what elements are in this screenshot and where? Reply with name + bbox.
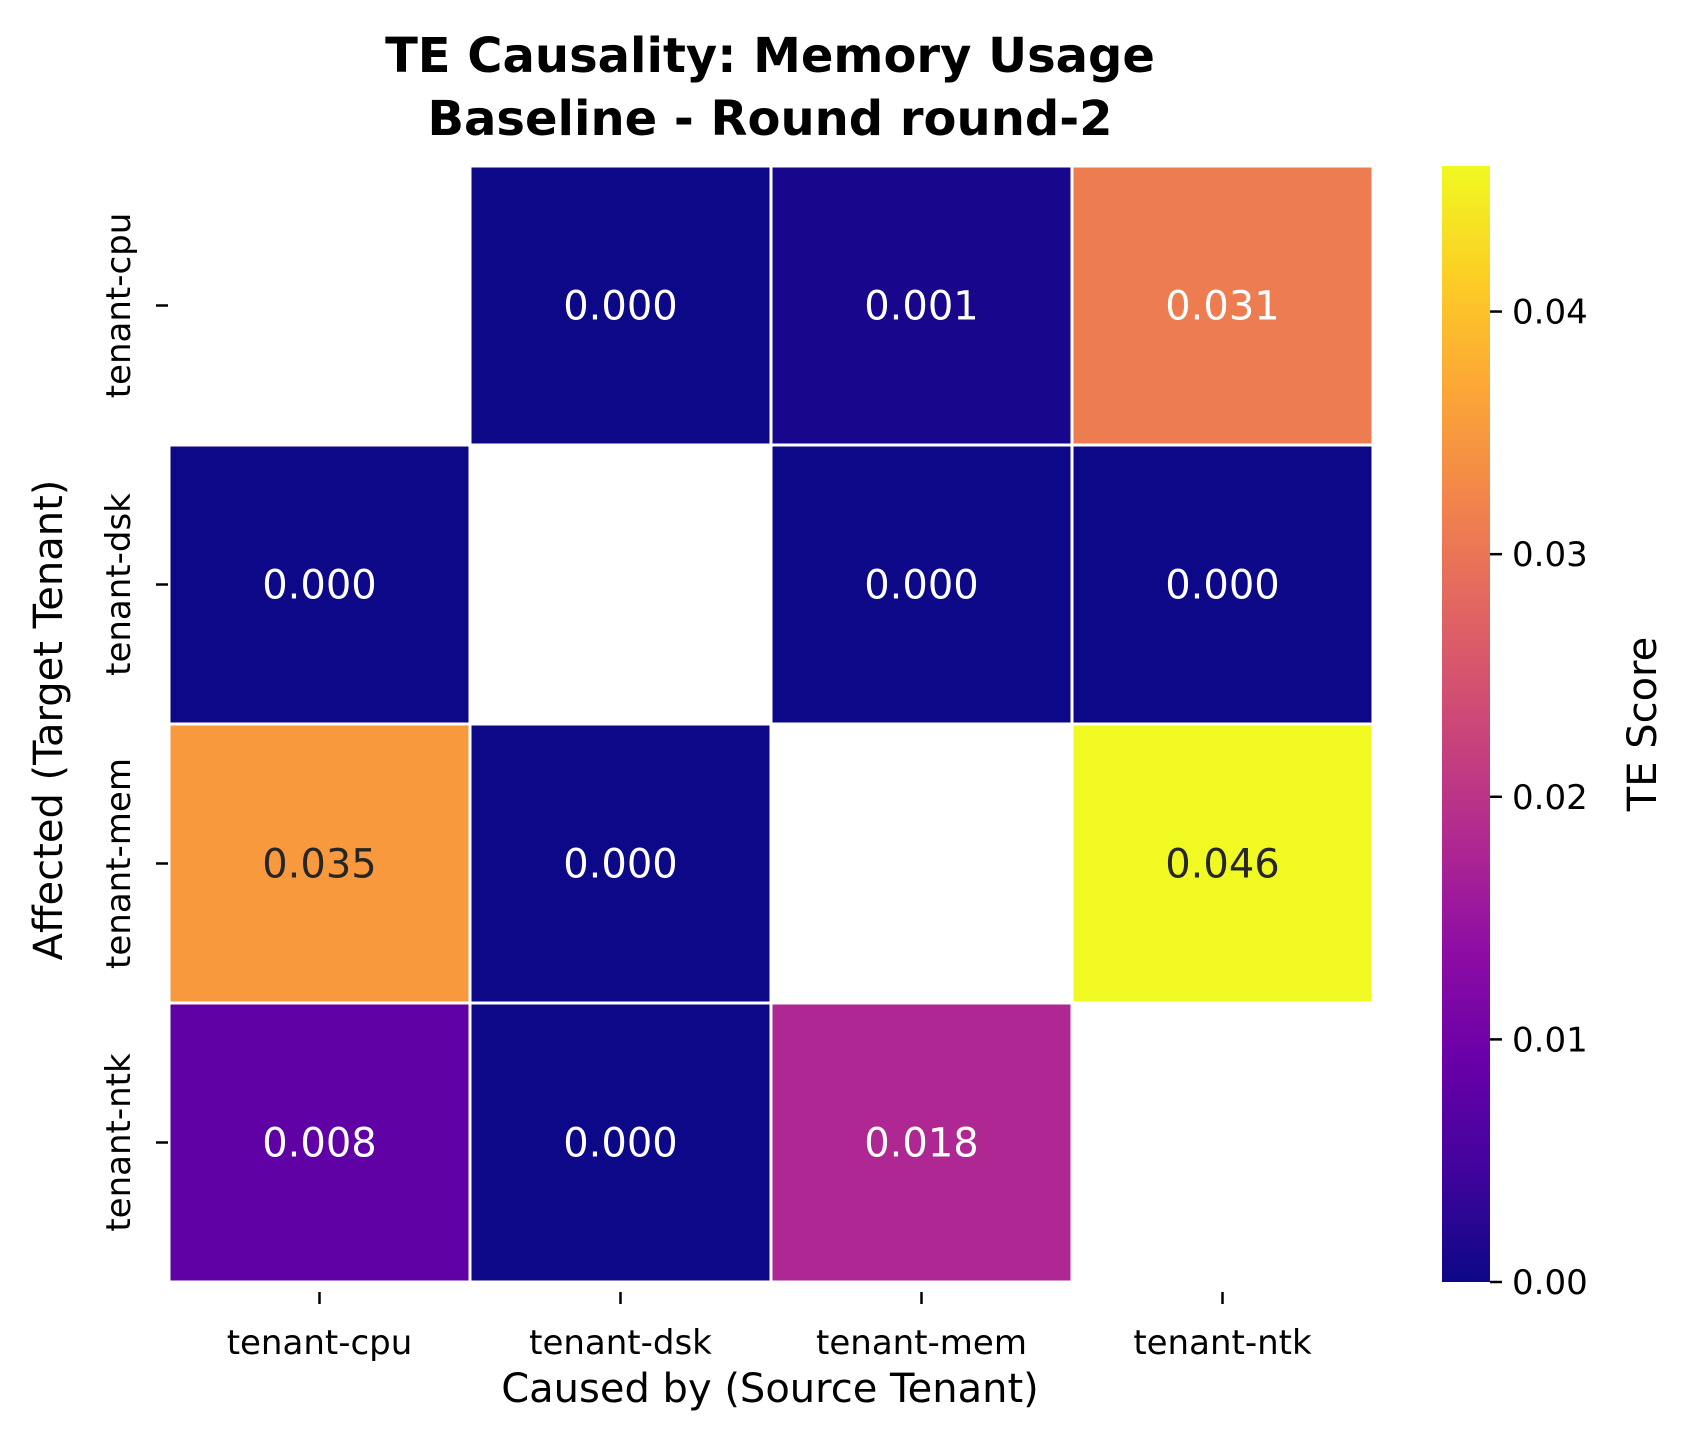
cell-value-label: 0.001 (864, 284, 979, 330)
heatmap-cell-r0-c3 (1070, 164, 1375, 447)
heatmap-cell-r1-c3 (1070, 443, 1375, 726)
cell-value-label: 0.000 (563, 1121, 678, 1167)
heatmap-cell-r1-c2 (769, 443, 1074, 726)
heatmap-cell-r2-c1 (468, 722, 773, 1005)
y-tick-label: tenant-ntk (99, 1053, 139, 1232)
cell-value-label: 0.000 (563, 842, 678, 888)
cell-value-label: 0.000 (262, 563, 377, 609)
y-axis-title: Affected (Target Tenant) (26, 480, 72, 961)
heatmap-cell-r0-c2 (769, 164, 1074, 447)
cell-value-label: 0.000 (864, 563, 979, 609)
cell-value-label: 0.018 (864, 1121, 979, 1167)
cell-value-label: 0.046 (1165, 842, 1280, 888)
heatmap-cells: 0.000 0.001 0.031 0.000 0.000 0.000 0.035 0.000… (167, 164, 1375, 1284)
x-tick-label: tenant-cpu (227, 1323, 413, 1363)
colorbar (1442, 166, 1490, 1282)
x-tick-label: tenant-dsk (529, 1323, 712, 1363)
colorbar-tick-label: 0.04 (1512, 293, 1588, 333)
heatmap-cell-r2-c3 (1070, 722, 1375, 1005)
x-axis-ticks: tenant-cpu tenant-dsk tenant-mem tenant-ntk (227, 1292, 1312, 1363)
x-tick-label: tenant-ntk (1133, 1323, 1312, 1363)
heatmap-cell-r1-c0 (167, 443, 472, 726)
chart-title-line-2: Baseline - Round round-2 (427, 91, 1112, 147)
y-tick-label: tenant-mem (99, 758, 139, 969)
y-axis-ticks: tenant-cpu tenant-dsk tenant-mem tenant-ntk (99, 213, 168, 1232)
colorbar-ticks: 0.00 0.01 0.02 0.03 0.04 (1490, 293, 1588, 1303)
colorbar-tick-label: 0.03 (1512, 535, 1588, 575)
colorbar-tick-label: 0.01 (1512, 1020, 1588, 1060)
heatmap-cell-r3-c2 (769, 1001, 1074, 1284)
cell-value-label: 0.008 (262, 1121, 377, 1167)
heatmap-cell-r3-c0 (167, 1001, 472, 1284)
x-tick-label: tenant-mem (816, 1323, 1027, 1363)
cell-value-label: 0.035 (262, 842, 377, 888)
y-tick-label: tenant-cpu (99, 213, 139, 399)
chart-title-line-1: TE Causality: Memory Usage (385, 28, 1155, 84)
cell-value-label: 0.000 (1165, 563, 1280, 609)
heatmap-cell-r0-c1 (468, 164, 773, 447)
x-axis-title: Caused by (Source Tenant) (501, 1366, 1039, 1412)
cell-value-label: 0.000 (563, 284, 678, 330)
cell-value-label: 0.031 (1165, 284, 1280, 330)
colorbar-label: TE Score (1620, 637, 1666, 812)
y-tick-label: tenant-dsk (99, 493, 139, 676)
colorbar-tick-label: 0.02 (1512, 778, 1588, 818)
colorbar-tick-label: 0.00 (1512, 1263, 1588, 1303)
